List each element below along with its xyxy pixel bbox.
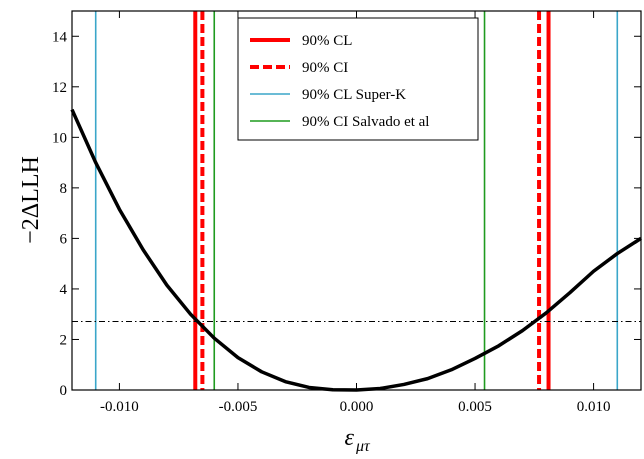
y-tick-label: 6 (60, 231, 68, 247)
x-tick-label: 0.005 (458, 399, 492, 415)
series-curve-0 (70, 108, 642, 392)
y-tick-label: 14 (52, 29, 68, 45)
y-tick-label: 2 (60, 332, 68, 348)
x-axis-title-subscript: μτ (355, 438, 371, 454)
y-tick-label: 4 (60, 282, 68, 298)
y-axis-title: −2ΔLLH (18, 156, 44, 244)
y-tick-label: 8 (60, 181, 68, 197)
ticks-layer: -0.010 -0.005 0.000 0.005 0.010 0 2 4 6 8 10 12 14 (52, 11, 641, 415)
legend-label-1: 90% CI (302, 60, 348, 76)
x-tick-label: 0.000 (340, 399, 374, 415)
legend-label-0: 90% CL (302, 33, 352, 49)
x-axis-title: ε (345, 425, 355, 451)
y-tick-label: 12 (52, 80, 67, 96)
legend: 90% CL 90% CI 90% CL Super-K 90% CI Salvado… (237, 17, 479, 141)
x-tick-label: -0.005 (219, 399, 258, 415)
y-tick-label: 0 (60, 383, 68, 399)
legend-label-3: 90% CI Salvado et al (302, 114, 429, 130)
legend-label-2: 90% CL Super-K (302, 87, 406, 103)
curve-layer (70, 108, 642, 392)
x-tick-label: 0.010 (577, 399, 611, 415)
x-tick-label: -0.010 (100, 399, 139, 415)
y-tick-label: 10 (52, 130, 67, 146)
